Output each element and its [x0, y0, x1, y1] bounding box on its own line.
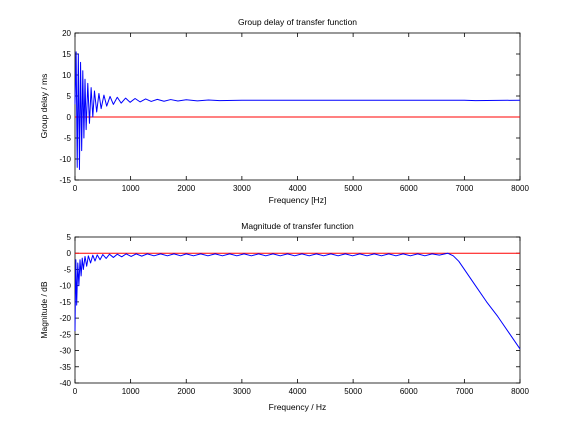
magnitude-x-tick-label: 0 [73, 387, 78, 396]
magnitude-x-tick-label: 4000 [289, 387, 307, 396]
group-delay-y-tick-label: 20 [62, 29, 71, 38]
group-delay-x-tick-label: 6000 [400, 184, 418, 193]
magnitude-y-tick-label: -15 [59, 298, 71, 307]
magnitude-y-tick-label: -5 [64, 265, 72, 274]
magnitude-y-tick-label: -20 [59, 314, 71, 323]
magnitude-title: Magnitude of transfer function [241, 221, 354, 231]
group-delay-y-tick-label: -5 [64, 134, 72, 143]
magnitude-y-tick-label: -10 [59, 282, 71, 291]
magnitude-axes-frame [74, 236, 521, 384]
magnitude-y-tick-label: -40 [59, 379, 71, 388]
group-delay-x-tick-label: 2000 [177, 184, 195, 193]
group-delay-y-tick-label: -15 [59, 176, 71, 185]
group-delay-y-axis-title: Group delay / ms [39, 74, 49, 139]
group-delay-y-tick-label: -10 [59, 155, 71, 164]
group-delay-x-tick-label: 1000 [122, 184, 140, 193]
group-delay-x-tick-label: 8000 [511, 184, 529, 193]
magnitude-x-tick-label: 2000 [177, 387, 195, 396]
magnitude-x-tick-label: 8000 [511, 387, 529, 396]
magnitude-y-tick-label: 0 [67, 249, 72, 258]
group-delay-x-tick-label: 0 [73, 184, 78, 193]
group-delay-title: Group delay of transfer function [238, 17, 357, 27]
magnitude-y-tick-label: 5 [67, 233, 72, 242]
group-delay-y-tick-label: 15 [62, 50, 71, 59]
magnitude-y-tick-label: -25 [59, 330, 71, 339]
group-delay-x-tick-label: 3000 [233, 184, 251, 193]
magnitude-y-axis-title: Magnitude / dB [39, 281, 49, 339]
magnitude-x-tick-label: 1000 [122, 387, 140, 396]
group-delay-series-line [74, 51, 521, 170]
magnitude-x-tick-label: 6000 [400, 387, 418, 396]
magnitude-plot: Magnitude of transfer function Frequency… [39, 221, 529, 412]
group-delay-x-tick-label: 4000 [289, 184, 307, 193]
group-delay-x-tick-label: 7000 [455, 184, 473, 193]
magnitude-x-tick-label: 7000 [455, 387, 473, 396]
magnitude-x-tick-label: 3000 [233, 387, 251, 396]
magnitude-series-line [74, 252, 521, 350]
magnitude-y-tick-label: -30 [59, 347, 71, 356]
group-delay-y-tick-label: 5 [67, 92, 72, 101]
magnitude-x-tick-label: 5000 [344, 387, 362, 396]
magnitude-x-axis-title: Frequency / Hz [269, 402, 327, 412]
group-delay-axes-frame [74, 32, 521, 181]
group-delay-y-tick-label: 10 [62, 71, 71, 80]
group-delay-plot: Group delay of transfer function Frequen… [39, 17, 529, 205]
group-delay-y-tick-label: 0 [67, 113, 72, 122]
group-delay-x-axis-title: Frequency [Hz] [269, 195, 327, 205]
group-delay-x-tick-label: 5000 [344, 184, 362, 193]
magnitude-y-tick-label: -35 [59, 363, 71, 372]
